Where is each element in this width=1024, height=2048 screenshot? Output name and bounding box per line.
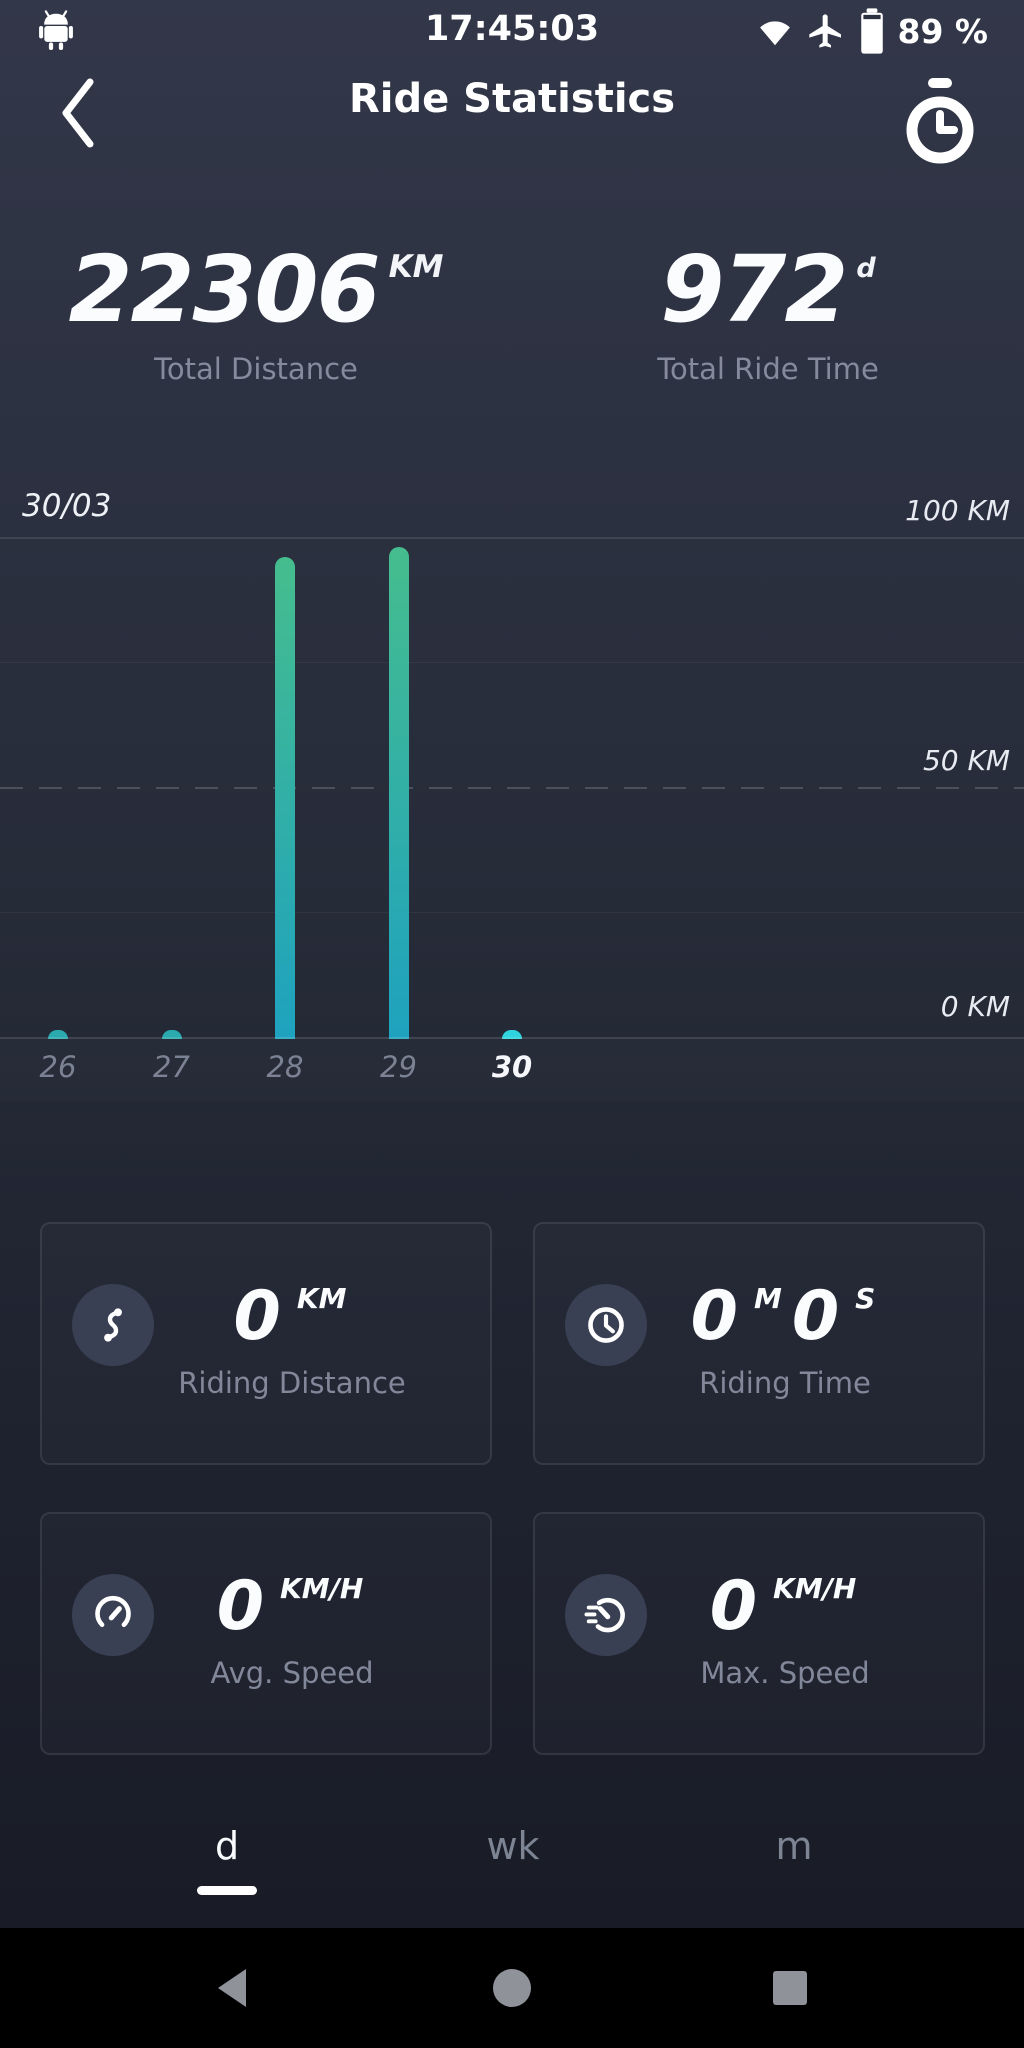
page-title: Ride Statistics: [348, 76, 676, 122]
riding-time-card: 0 M 0 S Riding Time: [533, 1222, 985, 1465]
chart-xlabel-27[interactable]: 27: [153, 1050, 190, 1084]
history-stopwatch-button[interactable]: [900, 78, 980, 164]
riding-distance-value: 0: [233, 1277, 281, 1356]
max-speed-content: 0 KM/H Max. Speed: [645, 1567, 925, 1691]
total-distance-unit: KM: [388, 249, 444, 285]
nav-back-button[interactable]: [192, 1928, 272, 2048]
android-nav-bar: [0, 1928, 1024, 2048]
chart-xlabel-26[interactable]: 26: [39, 1050, 77, 1084]
chart-xlabel-29[interactable]: 29: [380, 1050, 417, 1084]
status-time: 17:45:03: [424, 9, 600, 49]
home-circle-icon: [493, 1969, 531, 2007]
riding-distance-content: 0 KM Riding Distance: [152, 1277, 432, 1401]
max-speed-label: Max. Speed: [700, 1656, 870, 1690]
total-ride-time-value-row: 972 d: [512, 244, 1024, 336]
riding-time-label: Riding Time: [699, 1366, 871, 1400]
back-button[interactable]: [50, 74, 110, 152]
speedometer-icon: [72, 1574, 154, 1656]
riding-distance-unit: KM: [296, 1282, 347, 1315]
status-bar: 17:45:03 89 %: [0, 0, 1024, 58]
chart-bar-28[interactable]: [275, 556, 295, 1039]
riding-time-minutes-value: 0: [690, 1277, 738, 1356]
bar-chart: [0, 539, 1024, 1039]
tab-month[interactable]: m: [775, 1824, 813, 1868]
y-tick-50km: 50 KM: [922, 744, 1010, 777]
android-icon: [34, 8, 78, 52]
total-ride-time-value: 972: [660, 236, 848, 343]
total-ride-time-stat: 972 d Total Ride Time: [512, 244, 1024, 387]
stopwatch-icon: [906, 78, 974, 164]
nav-recents-button[interactable]: [750, 1928, 830, 2048]
chart-bar-29[interactable]: [388, 546, 409, 1039]
total-ride-time-label: Total Ride Time: [657, 352, 879, 386]
chart-selected-date: 30/03: [22, 488, 112, 524]
y-tick-0km: 0 KM: [940, 990, 1010, 1023]
max-speed-card: 0 KM/H Max. Speed: [533, 1512, 985, 1755]
riding-time-seconds-unit: S: [855, 1282, 876, 1315]
route-icon: [72, 1284, 154, 1366]
total-ride-time-unit: d: [856, 253, 876, 284]
clock-icon: [565, 1284, 647, 1366]
avg-speed-label: Avg. Speed: [210, 1656, 374, 1690]
chart-bar-26[interactable]: [48, 1030, 68, 1039]
nav-home-button[interactable]: [472, 1928, 552, 2048]
riding-time-seconds-value: 0: [791, 1277, 840, 1356]
avg-speed-content: 0 KM/H Avg. Speed: [152, 1567, 432, 1691]
avg-speed-value: 0: [216, 1567, 265, 1646]
y-tick-100km: 100 KM: [905, 494, 1010, 527]
chart-bar-30[interactable]: [502, 1030, 522, 1039]
chart-bar-27[interactable]: [161, 1030, 182, 1039]
riding-time-minutes-unit: M: [753, 1282, 782, 1315]
back-triangle-icon: [218, 1969, 246, 2007]
total-distance-value: 22306: [68, 236, 381, 343]
chart-xlabel-30[interactable]: 30: [491, 1050, 533, 1084]
recents-square-icon: [773, 1971, 807, 2005]
battery-icon: [858, 8, 886, 54]
chevron-left-icon: [62, 78, 94, 148]
riding-distance-card: 0 KM Riding Distance: [40, 1222, 492, 1465]
tab-day[interactable]: d: [214, 1824, 240, 1868]
riding-time-content: 0 M 0 S Riding Time: [645, 1277, 925, 1401]
chart-xlabel-28[interactable]: 28: [266, 1050, 304, 1084]
avg-speed-card: 0 KM/H Avg. Speed: [40, 1512, 492, 1755]
total-distance-label: Total Distance: [154, 352, 358, 386]
max-speed-value: 0: [709, 1567, 758, 1646]
riding-distance-label: Riding Distance: [178, 1366, 406, 1400]
max-speed-unit: KM/H: [773, 1572, 857, 1605]
status-icons: 89 %: [756, 8, 988, 54]
gridline-100km: [0, 537, 1024, 539]
tab-week[interactable]: wk: [486, 1824, 540, 1868]
gridline-75km: [0, 662, 1024, 663]
wifi-icon: [756, 12, 794, 50]
gridline-50km-dashed: [0, 787, 1024, 789]
gridline-25km: [0, 912, 1024, 913]
selected-tab-underline: [197, 1886, 257, 1895]
total-distance-value-row: 22306 KM: [0, 244, 512, 336]
gridline-baseline: [0, 1037, 1024, 1039]
battery-percent: 89 %: [897, 11, 988, 51]
total-distance-stat: 22306 KM Total Distance: [0, 244, 512, 387]
airplane-icon: [806, 11, 846, 51]
avg-speed-unit: KM/H: [280, 1572, 364, 1605]
max-speed-icon: [565, 1574, 647, 1656]
